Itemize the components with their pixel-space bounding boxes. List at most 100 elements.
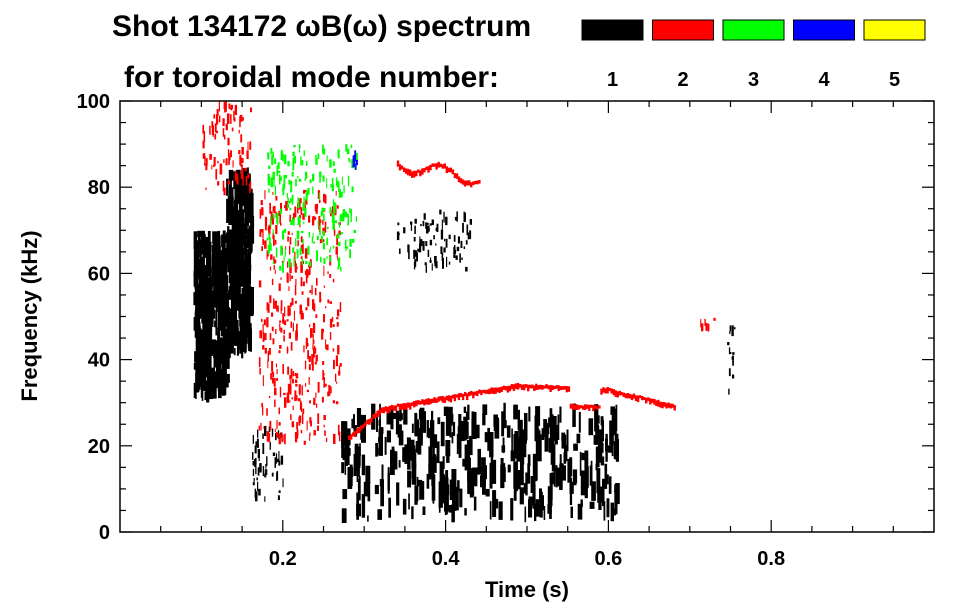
mark-mode-3	[315, 154, 317, 159]
mark-mode-2	[295, 279, 297, 286]
mark-mode-1	[463, 212, 466, 222]
mark-mode-2	[486, 389, 489, 394]
mark-mode-1	[398, 460, 401, 468]
mark-mode-1	[572, 403, 576, 427]
mark-mode-1	[242, 247, 245, 267]
mark-mode-1	[519, 487, 524, 505]
mark-mode-1	[201, 351, 206, 367]
mark-mode-2	[308, 377, 310, 385]
mark-mode-2	[222, 128, 225, 137]
mark-mode-2	[337, 424, 340, 436]
mark-mode-2	[579, 405, 583, 409]
mark-mode-2	[276, 432, 279, 438]
mark-mode-2	[311, 364, 314, 371]
mark-mode-2	[288, 332, 291, 339]
mark-mode-2	[466, 393, 469, 401]
mark-mode-2	[309, 432, 311, 436]
mark-mode-2	[286, 319, 289, 322]
mark-mode-1	[361, 454, 366, 476]
mark-mode-2	[335, 373, 337, 382]
mark-mode-2	[316, 403, 318, 408]
mark-mode-2	[567, 386, 571, 392]
mark-mode-3	[332, 245, 335, 249]
mark-mode-2	[313, 430, 316, 436]
mark-mode-1	[464, 508, 467, 516]
mark-mode-1	[197, 230, 202, 238]
mark-mode-1	[728, 388, 730, 395]
mark-mode-2	[333, 359, 335, 369]
mark-mode-1	[482, 404, 488, 415]
mark-mode-2	[294, 373, 297, 376]
mark-mode-1	[608, 476, 612, 494]
mark-mode-3	[323, 257, 326, 264]
mark-mode-1	[453, 247, 456, 258]
mark-mode-1	[277, 430, 280, 439]
mark-mode-2	[321, 396, 324, 403]
mark-mode-2	[400, 403, 404, 410]
mark-mode-2	[225, 123, 228, 131]
mark-mode-1	[415, 441, 421, 453]
mark-mode-3	[299, 247, 302, 255]
mark-mode-1	[513, 404, 518, 420]
mark-mode-2	[577, 405, 581, 410]
mark-mode-2	[427, 398, 430, 405]
mark-mode-2	[286, 347, 289, 353]
mark-mode-1	[513, 434, 518, 459]
mark-mode-2	[214, 123, 217, 133]
mark-mode-1	[549, 474, 553, 500]
mark-mode-1	[248, 174, 251, 191]
mark-mode-2	[308, 215, 311, 223]
mark-mode-1	[227, 226, 230, 237]
mark-mode-2	[305, 273, 308, 283]
mark-mode-3	[338, 189, 341, 198]
mark-mode-1	[206, 312, 210, 328]
mark-mode-2	[317, 382, 320, 393]
mark-mode-2	[657, 399, 660, 407]
mark-mode-2	[413, 170, 416, 178]
mark-mode-1	[282, 478, 284, 488]
mark-mode-2	[447, 395, 450, 402]
mark-mode-1	[613, 418, 617, 436]
mark-mode-1	[527, 463, 531, 484]
mark-mode-2	[302, 313, 304, 320]
mark-mode-1	[458, 432, 462, 458]
mark-mode-1	[483, 475, 486, 487]
mark-mode-2	[280, 300, 283, 311]
mark-mode-2	[279, 345, 282, 349]
mark-mode-1	[205, 318, 209, 346]
mark-mode-1	[235, 274, 238, 296]
mark-mode-3	[308, 231, 311, 238]
mark-mode-2	[236, 173, 239, 180]
mark-mode-1	[399, 404, 402, 422]
mark-mode-1	[237, 259, 241, 269]
mark-mode-2	[289, 262, 292, 274]
mark-mode-1	[563, 452, 567, 464]
mark-mode-1	[448, 234, 451, 240]
mark-mode-2	[268, 396, 271, 399]
mark-mode-1	[461, 257, 463, 260]
mark-mode-3	[330, 184, 332, 188]
y-tick-label: 100	[77, 91, 110, 113]
mark-mode-2	[274, 399, 276, 407]
mark-mode-2	[284, 306, 286, 317]
mark-mode-3	[284, 248, 286, 257]
mark-mode-2	[300, 429, 303, 434]
mark-mode-2	[435, 398, 438, 403]
mark-mode-2	[409, 402, 412, 410]
mark-mode-2	[264, 347, 267, 354]
mark-mode-1	[419, 243, 421, 253]
mark-mode-3	[330, 246, 332, 250]
mark-mode-2	[443, 163, 446, 169]
mark-mode-1	[396, 482, 400, 506]
mark-mode-1	[231, 300, 233, 323]
mark-mode-1	[728, 368, 731, 377]
mark-mode-2	[382, 407, 385, 414]
mark-mode-3	[340, 232, 344, 235]
mark-mode-1	[432, 447, 435, 461]
mark-mode-3	[322, 243, 325, 250]
mark-mode-1	[354, 443, 359, 471]
mark-mode-1	[532, 484, 536, 509]
mark-mode-2	[290, 321, 292, 328]
mark-mode-2	[510, 384, 514, 388]
mark-mode-1	[442, 258, 444, 269]
